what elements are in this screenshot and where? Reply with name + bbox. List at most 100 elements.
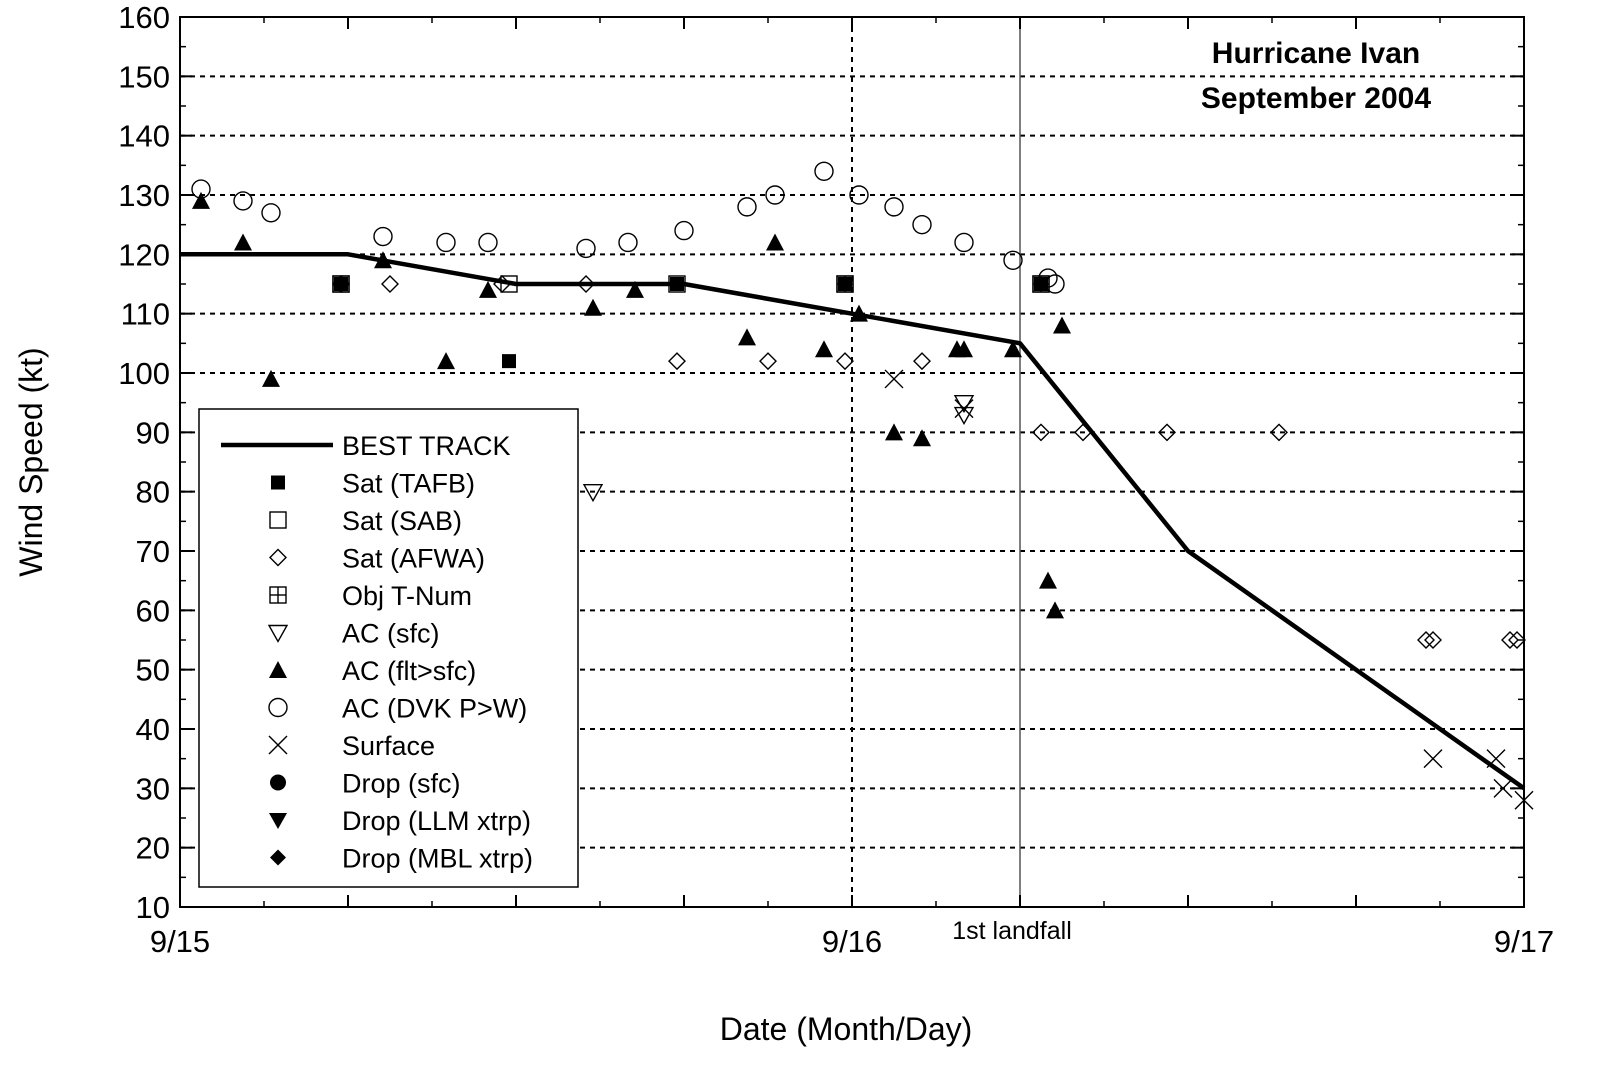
ac-sfc-point <box>582 483 604 503</box>
y-tick-label: 20 <box>136 831 170 866</box>
ac-flt-sfc-point <box>1046 601 1064 619</box>
ac-dvk-p-w-point <box>954 232 974 253</box>
chart-title-line-2: September 2004 <box>1201 82 1431 115</box>
sat-afwa-point <box>577 275 595 293</box>
sat-afwa-point <box>493 275 511 293</box>
legend-swatch-surface <box>268 735 288 755</box>
x-tick-label: 9/15 <box>150 924 210 959</box>
legend-label-ac-sfc: AC (sfc) <box>342 619 440 649</box>
ac-flt-sfc-point <box>626 280 644 298</box>
sat-afwa-point <box>836 352 854 371</box>
ac-dvk-p-w-point <box>912 214 932 235</box>
ac-dvk-p-w-point <box>849 185 869 205</box>
y-tick-label: 140 <box>118 119 170 154</box>
legend-label-surface: Surface <box>342 731 435 761</box>
y-axis-title: Wind Speed (kt) <box>13 347 49 576</box>
y-tick-label: 90 <box>136 415 170 450</box>
legend-label-drop-sfc: Drop (sfc) <box>342 769 461 799</box>
legend-swatch-obj-t-num <box>269 586 287 604</box>
ac-dvk-p-w-point <box>373 226 393 247</box>
legend: BEST TRACK Sat (TAFB) Sat (SAB) Sat (AFWA) O… <box>198 408 579 888</box>
legend-swatch-drop-sfc <box>270 774 286 791</box>
surface-point <box>954 399 974 419</box>
y-tick-label: 50 <box>136 653 170 688</box>
chart-title-line-1: Hurricane Ivan <box>1212 37 1420 70</box>
legend-swatch-sat-tafb <box>271 475 285 490</box>
surface-point <box>1423 749 1443 769</box>
sat-sab-point <box>668 275 686 293</box>
legend-swatch-drop-mbl-xtrp <box>270 849 286 866</box>
x-axis-title: Date (Month/Day) <box>720 1011 973 1047</box>
ac-flt-sfc-point <box>850 304 868 322</box>
legend-box <box>198 408 579 888</box>
legend-swatch-sat-afwa <box>269 548 287 567</box>
ac-dvk-p-w-point <box>1003 250 1023 270</box>
sat-tafb-point <box>670 277 684 291</box>
sat-afwa-point <box>1032 423 1050 442</box>
y-tick-label: 160 <box>118 0 170 35</box>
legend-swatch-sat-sab <box>269 511 287 529</box>
legend-label-drop-llm-xtrp: Drop (LLM xtrp) <box>342 806 531 836</box>
landfall-annotation: 1st landfall <box>952 917 1072 945</box>
y-tick-label: 130 <box>118 178 170 213</box>
ac-flt-sfc-point <box>234 233 252 251</box>
ac-flt-sfc-point <box>437 352 455 370</box>
legend-label-sat-sab: Sat (SAB) <box>342 506 462 536</box>
surface-point <box>884 369 904 389</box>
obj-t-num-point <box>332 275 350 293</box>
ac-dvk-p-w-point <box>261 203 281 223</box>
ac-dvk-p-w-point <box>618 232 638 253</box>
y-tick-label: 10 <box>136 890 170 925</box>
legend-swatch-ac-sfc <box>267 624 289 643</box>
sat-afwa-point <box>381 275 399 293</box>
ac-flt-sfc-point <box>262 369 280 387</box>
ac-flt-sfc-point <box>955 340 973 358</box>
ac-dvk-p-w-point <box>576 238 596 259</box>
ac-dvk-p-w-point <box>737 197 757 217</box>
y-tick-label: 120 <box>118 237 170 272</box>
ac-flt-sfc-point <box>479 280 497 298</box>
ac-flt-sfc-point <box>913 429 931 447</box>
y-tick-label: 60 <box>136 593 170 628</box>
y-tick-label: 30 <box>136 771 170 806</box>
sat-afwa-point <box>668 352 686 371</box>
ac-flt-sfc-point <box>1053 316 1071 334</box>
sat-tafb-point <box>502 354 516 369</box>
ac-sfc-point <box>953 406 975 425</box>
ac-flt-sfc-point <box>584 298 602 316</box>
legend-items: BEST TRACK Sat (TAFB) Sat (SAB) Sat (AFWA) O… <box>221 431 533 874</box>
sat-afwa-point <box>1074 423 1092 442</box>
ac-flt-sfc-point <box>738 328 756 346</box>
y-tick-label: 150 <box>118 59 170 94</box>
ac-dvk-p-w-point <box>814 161 834 181</box>
ac-dvk-p-w-point <box>191 179 211 199</box>
ac-flt-sfc-point <box>374 251 392 269</box>
sat-afwa-point <box>759 352 777 371</box>
surface-point <box>1514 790 1534 810</box>
legend-label-drop-mbl-xtrp: Drop (MBL xtrp) <box>342 844 533 874</box>
ac-dvk-p-w-point <box>674 220 694 241</box>
plot-frame <box>179 16 1525 908</box>
ac-dvk-p-w-point <box>1045 274 1065 294</box>
sat-afwa-point <box>1270 423 1288 442</box>
sat-sab-point <box>500 275 518 293</box>
x-tick-label: 9/17 <box>1494 924 1554 959</box>
ac-dvk-p-w-point <box>884 197 904 217</box>
sat-afwa-point <box>913 352 931 371</box>
surface-point <box>1493 778 1513 798</box>
y-tick-label: 40 <box>136 712 170 747</box>
ac-dvk-p-w-point <box>765 185 785 205</box>
legend-label-ac-dvk-p-w: AC (DVK P>W) <box>342 694 527 724</box>
ac-flt-sfc-point <box>192 191 210 209</box>
surface-point <box>1486 749 1506 769</box>
legend-swatch-drop-llm-xtrp <box>269 813 287 829</box>
ac-flt-sfc-point <box>766 233 784 251</box>
ac-dvk-p-w-point <box>1038 268 1058 288</box>
sat-afwa-point <box>1501 631 1519 649</box>
y-tick-label: 110 <box>121 297 170 332</box>
legend-label-best-track: BEST TRACK <box>342 431 511 461</box>
ac-dvk-p-w-point <box>436 232 456 253</box>
ac-flt-sfc-point <box>1039 571 1057 589</box>
sat-afwa-point <box>1417 631 1435 649</box>
